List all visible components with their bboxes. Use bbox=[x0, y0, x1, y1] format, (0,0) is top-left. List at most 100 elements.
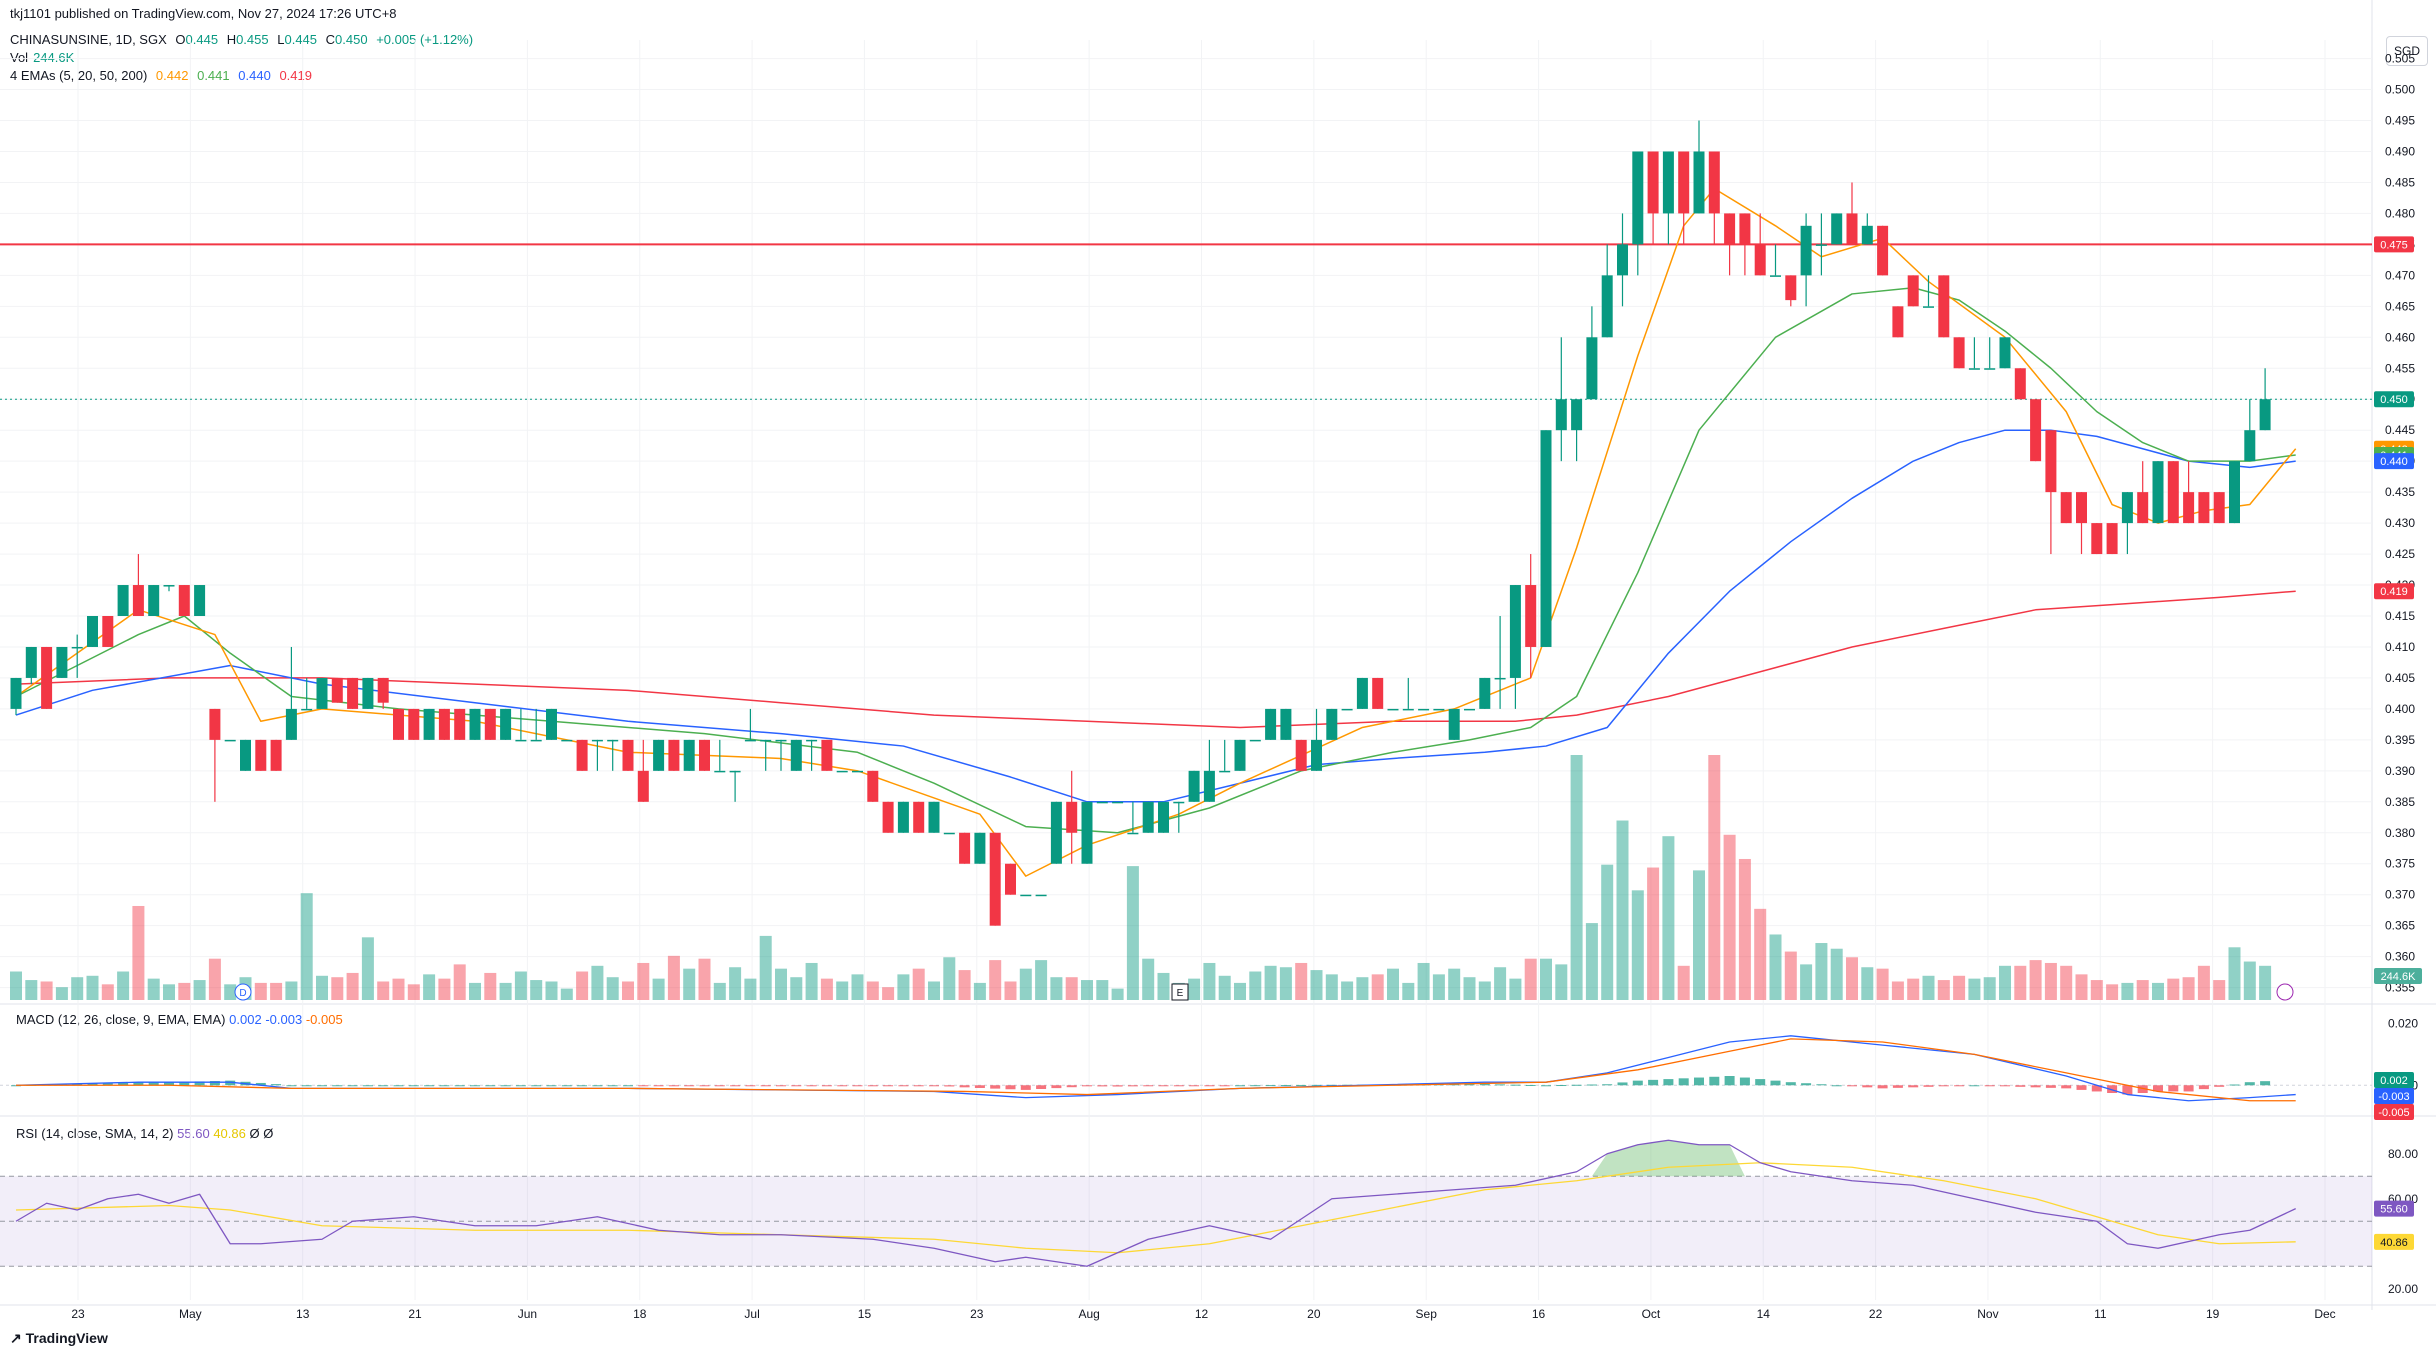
macd-value-tag bbox=[2374, 1072, 2414, 1088]
macd-histogram-bar bbox=[255, 1082, 266, 1086]
macd-histogram-bar bbox=[1755, 1079, 1766, 1086]
volume-bar bbox=[1448, 968, 1461, 1000]
volume-tag bbox=[2374, 968, 2422, 984]
ema-legend: 4 EMAs (5, 20, 50, 200) 0.442 0.441 0.44… bbox=[10, 68, 317, 83]
tradingview-logo: ↗︎ TradingView bbox=[10, 1330, 108, 1347]
volume-bar bbox=[208, 958, 221, 1000]
dividend-marker-icon bbox=[234, 983, 252, 1001]
rsi-label[interactable]: RSI (14, close, SMA, 14, 2) bbox=[16, 1126, 174, 1141]
candle-body bbox=[1020, 894, 1032, 897]
candle-body bbox=[1601, 275, 1613, 338]
candle-body bbox=[1050, 801, 1062, 864]
price-axis-label: 0.375 bbox=[2385, 857, 2415, 871]
published-text: tkj1101 published on TradingView.com, No… bbox=[10, 6, 397, 21]
volume-bar bbox=[683, 968, 696, 1000]
candle-body bbox=[760, 739, 772, 742]
candle-body bbox=[331, 677, 343, 703]
macd-histogram-bar bbox=[2198, 1085, 2209, 1090]
candle-body bbox=[2045, 430, 2057, 493]
volume-bar bbox=[40, 981, 53, 1000]
candle-body bbox=[1586, 337, 1598, 400]
candle-body bbox=[117, 585, 129, 616]
candle-body bbox=[1387, 708, 1399, 711]
macd-histogram-bar bbox=[393, 1085, 404, 1087]
time-axis-label: 12 bbox=[1195, 1307, 1209, 1321]
candle-body bbox=[1096, 801, 1108, 804]
volume-bar bbox=[698, 958, 711, 1000]
macd-value-tag bbox=[2374, 1104, 2414, 1120]
price-tag-label: 0.475 bbox=[2380, 239, 2408, 251]
volume-bar bbox=[132, 905, 145, 1000]
candle-body bbox=[1693, 151, 1705, 214]
volume-bar bbox=[300, 893, 313, 1000]
close-label: C bbox=[325, 32, 336, 47]
price-axis-label: 0.480 bbox=[2385, 206, 2415, 220]
volume-bar bbox=[86, 975, 99, 1000]
macd-histogram-bar bbox=[929, 1085, 939, 1087]
macd-histogram-bar bbox=[531, 1085, 542, 1087]
volume-bar bbox=[1830, 948, 1843, 1000]
volume-bar bbox=[943, 957, 956, 1000]
candle-body bbox=[1035, 894, 1047, 897]
published-note: tkj1101 published on TradingView.com, No… bbox=[10, 6, 402, 21]
macd-histogram-bar bbox=[2000, 1085, 2010, 1087]
volume-bar bbox=[1953, 975, 1966, 1000]
symbol-label[interactable]: CHINASUNSINE, 1D, SGX bbox=[10, 32, 167, 47]
macd-histogram-bar bbox=[821, 1085, 832, 1087]
candle-body bbox=[683, 739, 695, 771]
volume-bar bbox=[897, 974, 910, 1000]
volume-bar bbox=[729, 967, 742, 1000]
ema50-line bbox=[15, 429, 2296, 803]
macd-histogram-bar bbox=[317, 1085, 327, 1087]
volume-bar bbox=[1662, 836, 1675, 1000]
change-value: +0.005 (+1.12%) bbox=[376, 32, 474, 47]
candle-body bbox=[71, 646, 83, 649]
candle-body bbox=[1402, 708, 1414, 711]
macd-histogram-bar bbox=[1525, 1084, 1536, 1086]
price-axis-label: 0.485 bbox=[2385, 175, 2415, 189]
high-value: 0.455 bbox=[236, 32, 269, 47]
volume-bar bbox=[147, 978, 160, 1000]
macd-histogram-bar bbox=[1097, 1085, 1108, 1087]
price-axis-label: 0.365 bbox=[2385, 919, 2415, 933]
rsi-div-bull: Ø bbox=[249, 1126, 260, 1141]
tv-logo-icon: ↗︎ bbox=[10, 1330, 22, 1346]
price-tag bbox=[2374, 453, 2414, 470]
macd-histogram-bar bbox=[2153, 1085, 2163, 1092]
macd-histogram-bar bbox=[1158, 1085, 1169, 1087]
macd-histogram-bar bbox=[668, 1085, 679, 1087]
volume-bar bbox=[285, 981, 298, 1000]
macd-histogram-bar bbox=[209, 1081, 220, 1086]
macd-histogram-bar bbox=[1709, 1076, 1720, 1086]
macd-histogram-bar bbox=[699, 1085, 710, 1087]
volume-label[interactable]: Vol bbox=[10, 50, 29, 65]
ema-label[interactable]: 4 EMAs (5, 20, 50, 200) bbox=[10, 68, 148, 83]
volume-bar bbox=[1387, 968, 1399, 1000]
macd-histogram-bar bbox=[1051, 1085, 1062, 1089]
candle-body bbox=[1188, 770, 1200, 802]
candle-body bbox=[1678, 151, 1690, 214]
volume-bar bbox=[1693, 870, 1705, 1000]
candle-body bbox=[2213, 492, 2225, 524]
price-axis-label: 0.470 bbox=[2385, 268, 2415, 282]
ema200-value: 0.419 bbox=[279, 68, 312, 83]
volume-bar bbox=[1188, 978, 1201, 1000]
price-axis-label: 0.355 bbox=[2385, 981, 2415, 995]
price-axis-label: 0.400 bbox=[2385, 702, 2415, 716]
macd-label[interactable]: MACD (12, 26, close, 9, EMA, EMA) bbox=[16, 1012, 226, 1027]
volume-bar bbox=[224, 984, 237, 1000]
macd-histogram-bar bbox=[286, 1085, 297, 1087]
candle-body bbox=[1831, 213, 1843, 245]
candle-body bbox=[2259, 399, 2271, 431]
currency-button[interactable]: SGD bbox=[2386, 36, 2428, 66]
volume-bar bbox=[2060, 965, 2073, 1000]
candle-body bbox=[209, 708, 221, 740]
candle-body bbox=[591, 739, 603, 742]
macd-histogram-bar bbox=[1801, 1083, 1812, 1086]
candle-body bbox=[913, 801, 925, 833]
candle-body bbox=[41, 646, 53, 709]
volume-bar bbox=[1402, 982, 1415, 1000]
macd-histogram-bar bbox=[1082, 1085, 1092, 1087]
volume-bar bbox=[2167, 978, 2180, 1000]
